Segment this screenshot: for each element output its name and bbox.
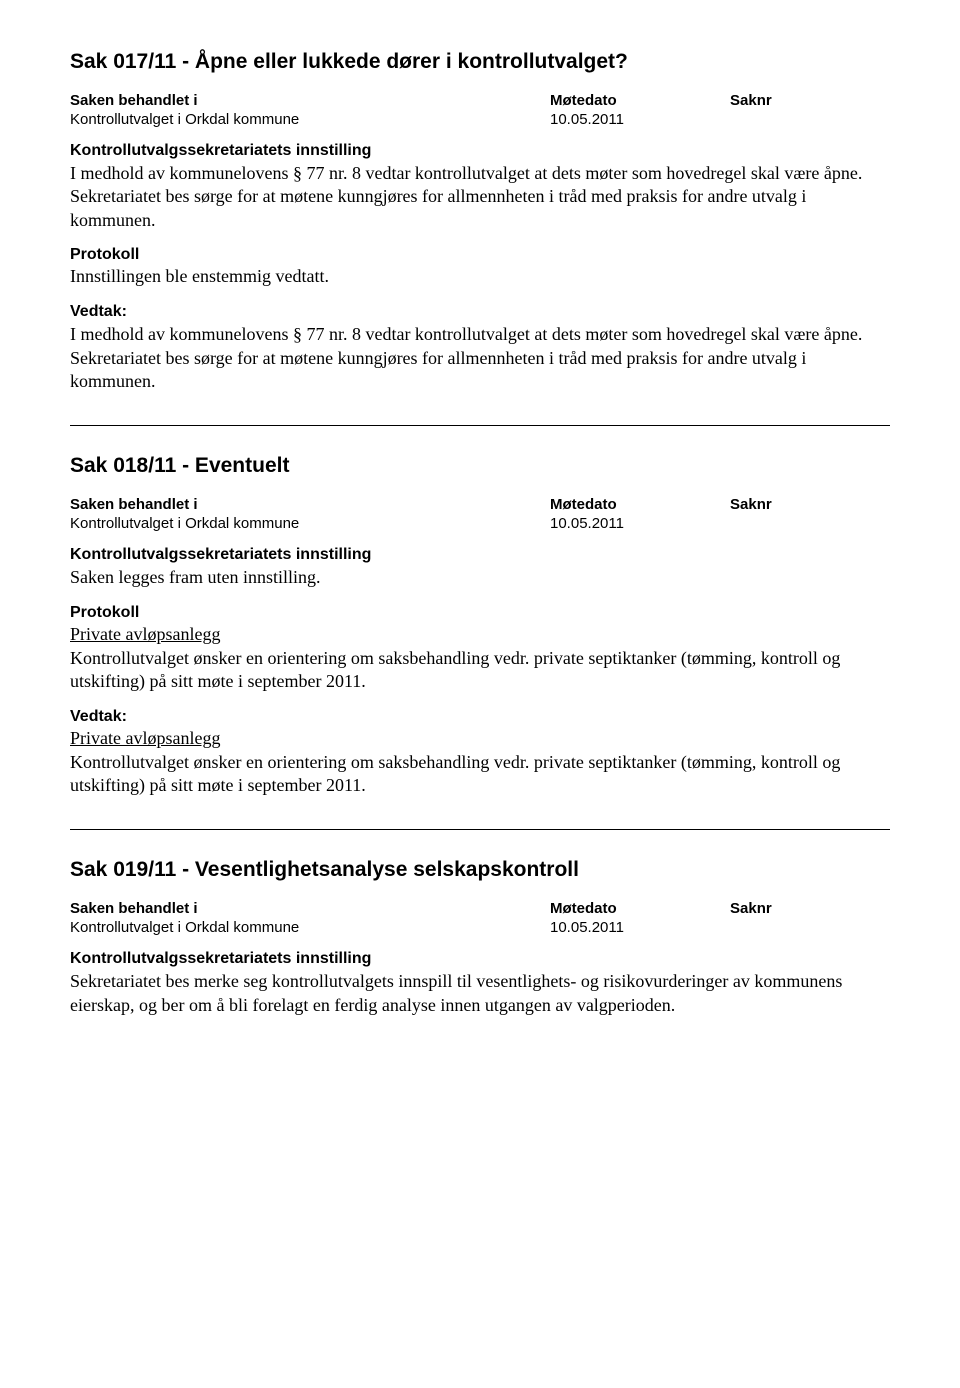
meta-h-saknr: Saknr [730, 92, 830, 109]
sak018-protokoll-head: Protokoll [70, 604, 890, 622]
meta-h-saknr: Saknr [730, 900, 830, 917]
sak018-vedtak-head: Vedtak: [70, 708, 890, 726]
meta-r-behandlet: Kontrollutvalget i Orkdal kommune [70, 111, 550, 128]
meta-h-behandlet: Saken behandlet i [70, 92, 550, 109]
meta-h-motedato: Møtedato [550, 92, 730, 109]
meta-r-saknr [730, 919, 830, 936]
sak018-protokoll-sub: Private avløpsanlegg [70, 624, 890, 645]
sak017-title: Sak 017/11 - Åpne eller lukkede dører i … [70, 50, 890, 74]
sak019-meta-row: Kontrollutvalget i Orkdal kommune 10.05.… [70, 919, 890, 936]
sak017-protokoll-head: Protokoll [70, 246, 890, 264]
meta-r-motedato: 10.05.2011 [550, 515, 730, 532]
sak017-innstilling-head: Kontrollutvalgssekretariatets innstillin… [70, 142, 890, 160]
sak018-innstilling-head: Kontrollutvalgssekretariatets innstillin… [70, 546, 890, 564]
meta-r-behandlet: Kontrollutvalget i Orkdal kommune [70, 919, 550, 936]
meta-r-saknr [730, 515, 830, 532]
meta-h-motedato: Møtedato [550, 496, 730, 513]
meta-r-motedato: 10.05.2011 [550, 111, 730, 128]
sak017-innstilling-body: I medhold av kommunelovens § 77 nr. 8 ve… [70, 162, 890, 232]
meta-r-saknr [730, 111, 830, 128]
meta-r-behandlet: Kontrollutvalget i Orkdal kommune [70, 515, 550, 532]
meta-r-motedato: 10.05.2011 [550, 919, 730, 936]
sak017-meta-row: Kontrollutvalget i Orkdal kommune 10.05.… [70, 111, 890, 128]
sak017-meta-header: Saken behandlet i Møtedato Saknr [70, 92, 890, 109]
sak019-innstilling-body: Sekretariatet bes merke seg kontrollutva… [70, 970, 890, 1017]
sak019-innstilling-head: Kontrollutvalgssekretariatets innstillin… [70, 950, 890, 968]
sak018-vedtak-body: Kontrollutvalget ønsker en orientering o… [70, 751, 890, 798]
sak018-protokoll-body: Kontrollutvalget ønsker en orientering o… [70, 647, 890, 694]
sak017-vedtak-head: Vedtak: [70, 303, 890, 321]
sak017-protokoll-body: Innstillingen ble enstemmig vedtatt. [70, 266, 890, 287]
sak018-meta-row: Kontrollutvalget i Orkdal kommune 10.05.… [70, 515, 890, 532]
sak018-vedtak-sub: Private avløpsanlegg [70, 728, 890, 749]
sak019-title: Sak 019/11 - Vesentlighetsanalyse selska… [70, 858, 890, 882]
meta-h-motedato: Møtedato [550, 900, 730, 917]
separator [70, 425, 890, 426]
meta-h-behandlet: Saken behandlet i [70, 496, 550, 513]
sak017-vedtak-body: I medhold av kommunelovens § 77 nr. 8 ve… [70, 323, 890, 393]
sak018-meta-header: Saken behandlet i Møtedato Saknr [70, 496, 890, 513]
sak019-meta-header: Saken behandlet i Møtedato Saknr [70, 900, 890, 917]
sak018-title: Sak 018/11 - Eventuelt [70, 454, 890, 478]
separator [70, 829, 890, 830]
sak018-innstilling-body: Saken legges fram uten innstilling. [70, 566, 890, 589]
meta-h-saknr: Saknr [730, 496, 830, 513]
meta-h-behandlet: Saken behandlet i [70, 900, 550, 917]
